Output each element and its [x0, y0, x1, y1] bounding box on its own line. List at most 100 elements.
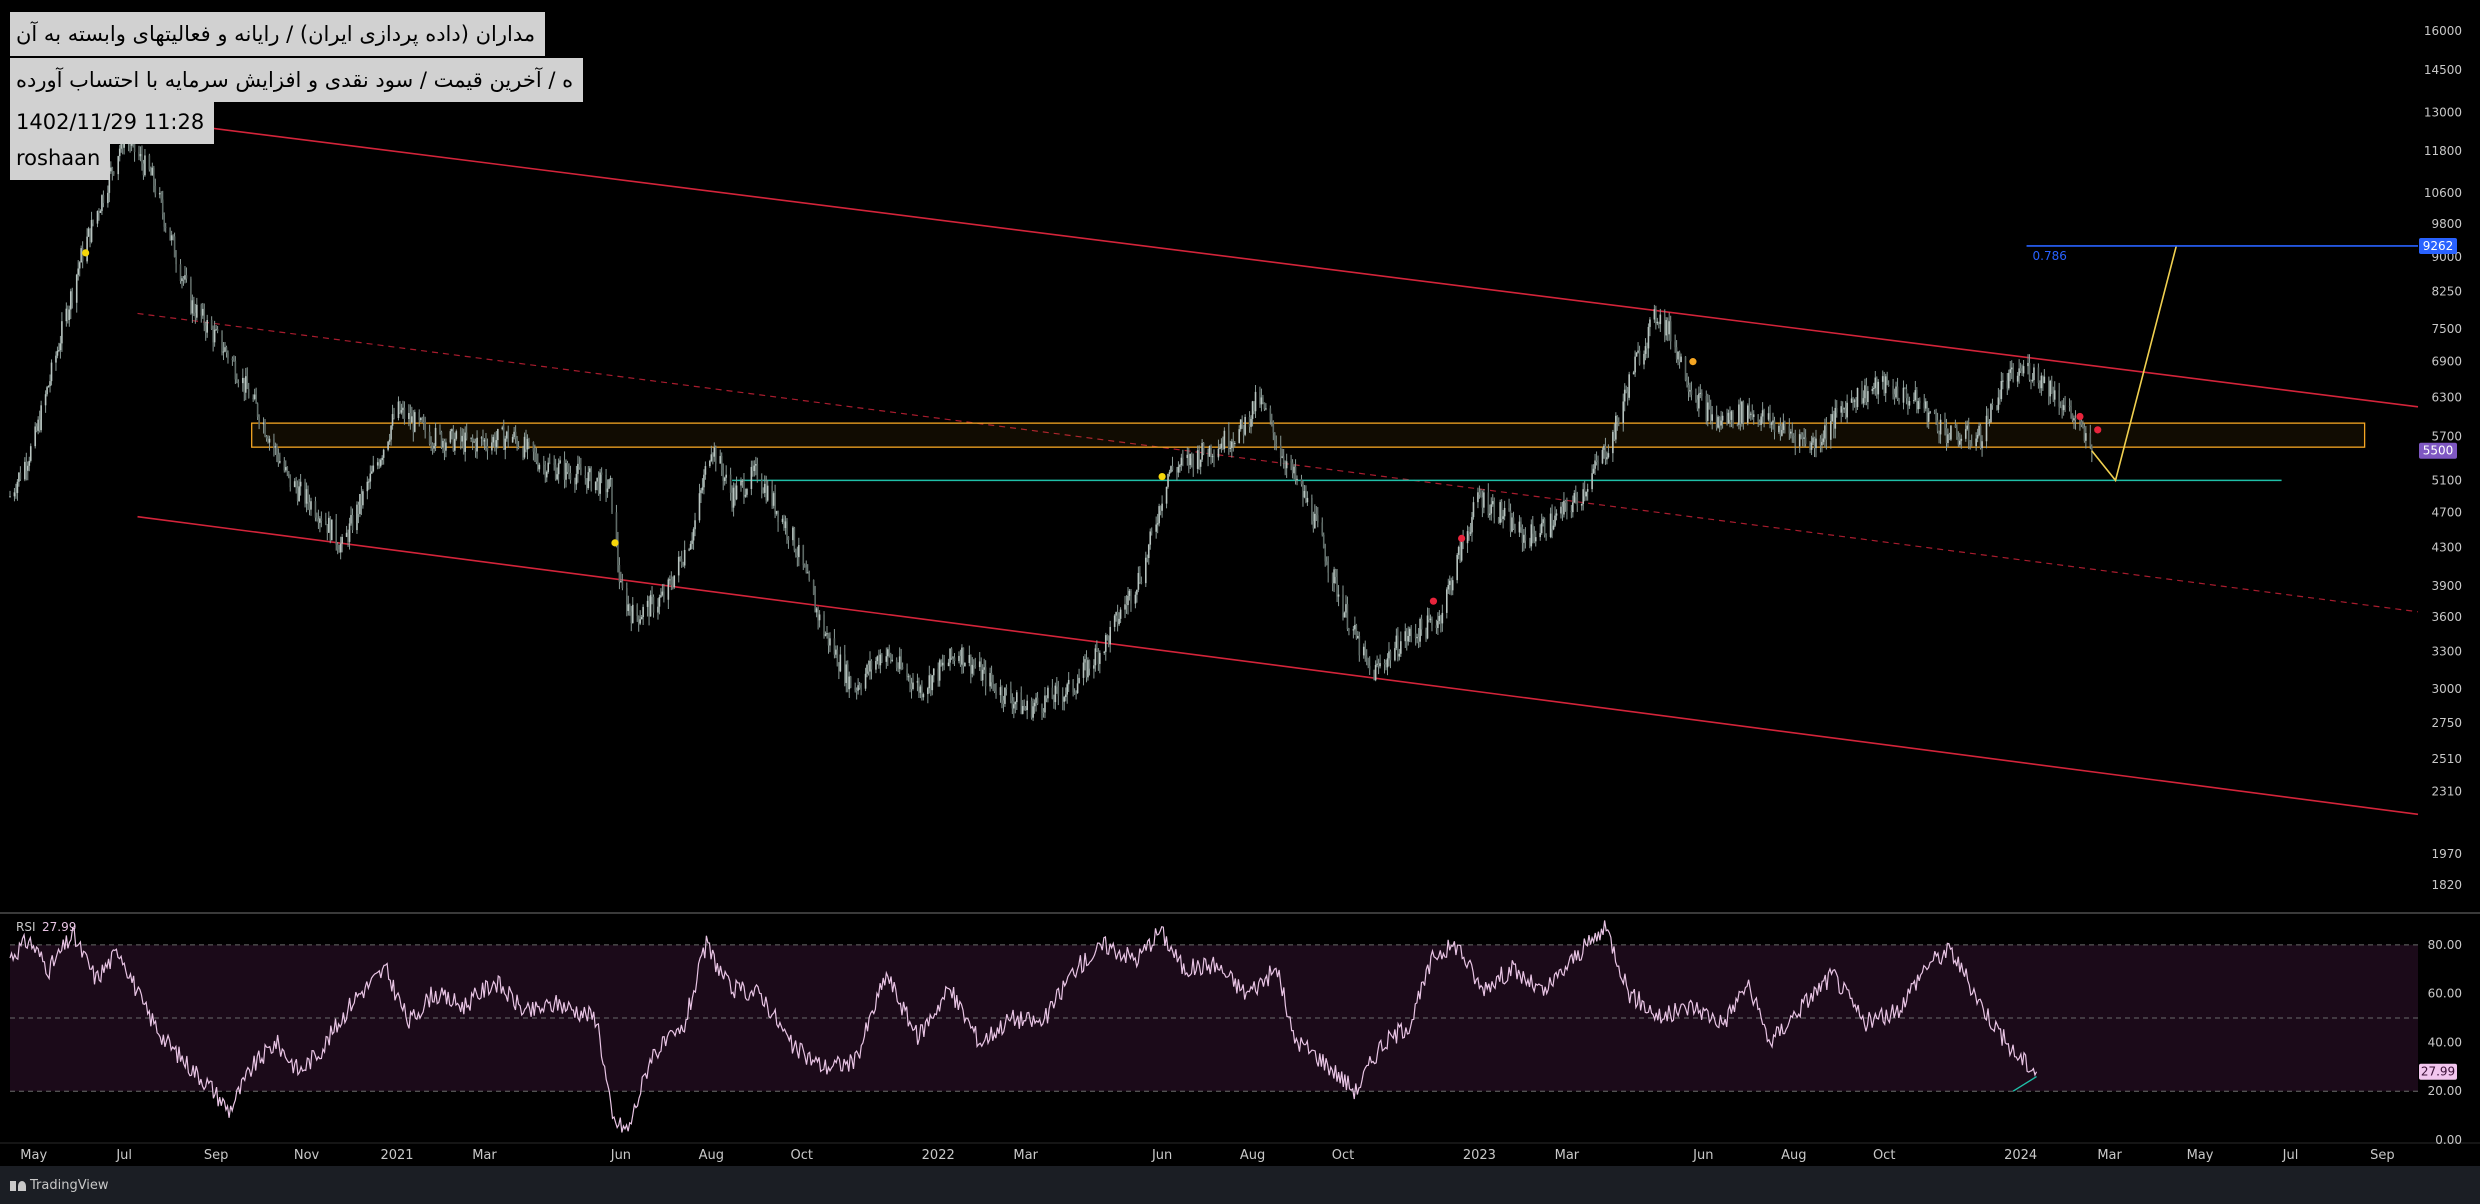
candle-body	[1549, 513, 1552, 537]
candle-body	[459, 431, 462, 442]
candle-body	[1483, 492, 1485, 508]
price-candles[interactable]	[9, 124, 2093, 722]
candle-body	[964, 663, 966, 667]
candle-body	[1076, 683, 1079, 694]
candle-body	[1914, 390, 1917, 401]
candle-body	[1128, 590, 1131, 596]
candle-body	[594, 481, 597, 491]
y-tick-label: 4700	[2431, 505, 2462, 519]
candle-body	[1622, 401, 1625, 424]
candle-body	[1447, 585, 1450, 590]
candle-body	[1358, 635, 1361, 656]
candle-body	[1746, 405, 1749, 423]
tradingview-brand[interactable]: TradingView	[10, 1178, 109, 1193]
candle-body	[307, 489, 309, 503]
candle-body	[1945, 427, 1948, 444]
candle-body	[1431, 618, 1433, 626]
candle-body	[587, 472, 590, 489]
x-tick-label: Mar	[1555, 1148, 1580, 1163]
channel-upper-line[interactable]	[137, 118, 2419, 408]
candle-body	[808, 572, 811, 581]
x-tick-label: Sep	[2370, 1148, 2395, 1163]
candle-body	[1530, 524, 1533, 547]
candle-body	[1315, 513, 1318, 516]
candle-body	[691, 540, 693, 544]
candle-body	[1809, 443, 1811, 450]
candle-body	[148, 155, 151, 170]
signal-dot[interactable]	[611, 539, 619, 547]
candle-body	[1500, 502, 1503, 519]
candle-body	[419, 418, 422, 421]
candle-body	[495, 440, 498, 448]
signal-dot[interactable]	[82, 249, 90, 257]
candle-body	[1265, 408, 1267, 410]
candle-body	[1207, 453, 1209, 457]
candle-body	[464, 432, 467, 452]
signal-dot[interactable]	[2076, 412, 2084, 421]
candle-body	[1830, 421, 1832, 440]
candle-body	[971, 664, 974, 674]
candle-body	[1217, 448, 1220, 458]
candle-body	[200, 304, 203, 316]
candle-body	[1644, 346, 1647, 354]
channel-lower-line[interactable]	[137, 515, 2419, 816]
candle-body	[1701, 392, 1703, 396]
candle-body	[47, 386, 50, 388]
candle-body	[1512, 517, 1515, 529]
candle-body	[958, 655, 960, 662]
candle-body	[1708, 402, 1711, 406]
channel-middle-line[interactable]	[137, 312, 2419, 613]
candle-body	[256, 403, 259, 417]
x-tick-label: Aug	[699, 1148, 724, 1163]
x-tick-label: Oct	[1873, 1148, 1895, 1163]
candle-body	[1262, 397, 1264, 403]
candle-body	[744, 494, 747, 497]
candle-body	[2018, 368, 2020, 376]
candle-body	[784, 521, 787, 528]
candle-body	[351, 515, 354, 531]
signal-dot[interactable]	[1458, 534, 1466, 542]
candle-body	[1604, 445, 1607, 460]
signal-dot[interactable]	[1158, 472, 1166, 481]
signal-dot[interactable]	[1689, 358, 1697, 366]
signal-dot[interactable]	[2094, 426, 2102, 434]
projection-path[interactable]	[2091, 245, 2178, 483]
candle-body	[1730, 411, 1733, 420]
candle-body	[1210, 445, 1212, 457]
candle-body	[142, 163, 145, 176]
candle-body	[626, 588, 628, 611]
candle-body	[898, 656, 901, 669]
candle-body	[2073, 418, 2075, 421]
rsi-line[interactable]	[9, 920, 2038, 1133]
candle-body	[268, 438, 271, 443]
candle-body	[1626, 391, 1629, 398]
rsi-trend-line[interactable]	[2012, 1075, 2037, 1092]
candle-body	[2030, 379, 2032, 381]
candle-body	[827, 632, 830, 646]
candle-body	[1813, 437, 1816, 449]
candle-body	[2080, 421, 2083, 426]
rsi-pane[interactable]: RSI 27.99	[9, 920, 2418, 1133]
candle-body	[1394, 648, 1396, 661]
candle-body	[974, 665, 977, 668]
candle-body	[671, 585, 674, 588]
price-pane[interactable]: 0.786	[9, 118, 2419, 816]
candle-body	[860, 687, 862, 689]
candle-body	[961, 647, 963, 665]
candle-body	[231, 358, 234, 361]
candle-body	[1397, 635, 1399, 657]
candle-body	[680, 558, 683, 566]
candle-body	[596, 477, 598, 482]
candle-body	[1213, 456, 1215, 458]
candle-body	[296, 488, 299, 502]
resistance-zone[interactable]	[251, 422, 2366, 448]
candle-body	[1426, 615, 1429, 639]
candle-body	[1687, 384, 1690, 392]
candle-body	[2012, 367, 2015, 382]
candle-body	[1656, 321, 1659, 324]
candle-body	[537, 462, 539, 470]
signal-dot[interactable]	[1429, 597, 1438, 605]
candle-body	[1966, 425, 1969, 430]
